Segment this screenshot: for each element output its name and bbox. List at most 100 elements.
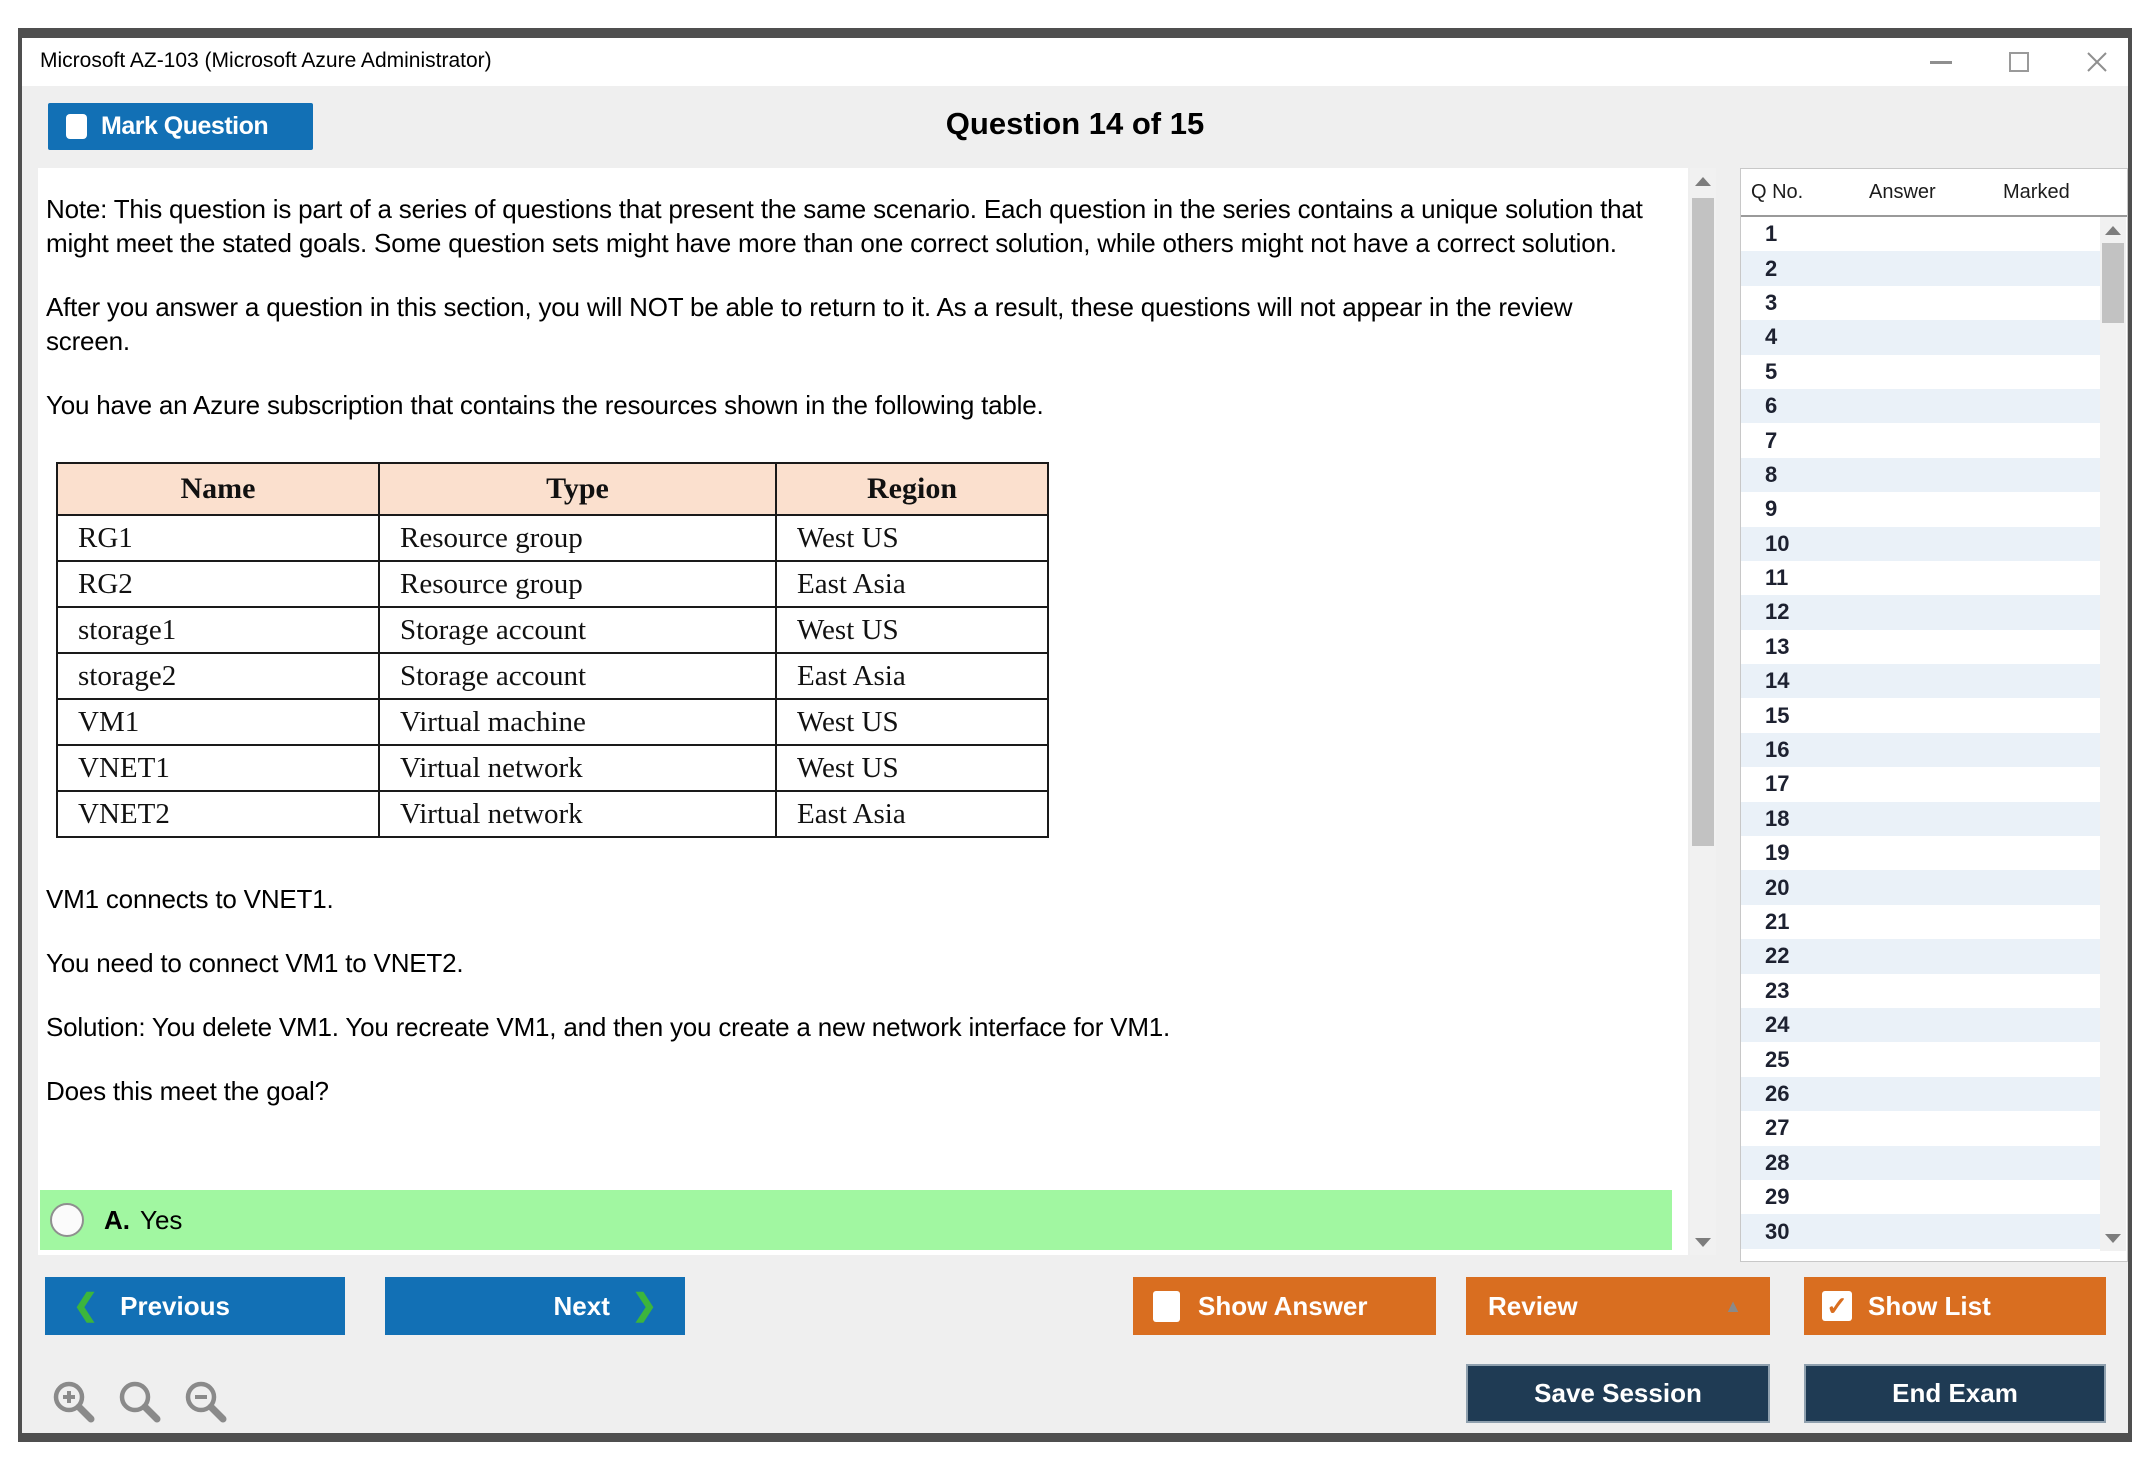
question-list-row[interactable]: 9 [1741,492,2101,527]
question-panel-scrollbar[interactable] [1690,168,1716,1255]
zoom-in-icon[interactable] [50,1378,98,1426]
triangle-up-shape [1695,176,1711,186]
question-list-row[interactable]: 19 [1741,836,2101,871]
review-button[interactable]: Review ▲ [1466,1277,1770,1335]
question-list-row[interactable]: 27 [1741,1111,2101,1146]
question-list-row[interactable]: 2 [1741,251,2101,286]
question-list-row[interactable]: 11 [1741,560,2101,596]
question-number: 2 [1765,255,1778,281]
question-number: 30 [1765,1218,1790,1244]
question-list-row[interactable]: 16 [1741,732,2101,768]
resource-table-header-row: Name Type Region [56,462,1049,516]
resource-table-cell: West US [775,514,1049,562]
show-list-button[interactable]: ✓ Show List [1804,1277,2106,1335]
mark-question-button[interactable]: Mark Question [48,103,313,150]
question-number: 7 [1765,427,1778,453]
question-list-row[interactable]: 15 [1741,698,2101,733]
question-list-row[interactable]: 21 [1741,904,2101,940]
question-number: 4 [1765,324,1778,350]
question-number: 10 [1765,530,1790,556]
question-list-row[interactable]: 7 [1741,423,2101,458]
question-number: 13 [1765,633,1790,659]
question-number: 22 [1765,943,1790,969]
question-number: 5 [1765,358,1778,384]
resource-table-cell: VM1 [56,698,380,746]
question-panel: Note: This question is part of a series … [38,168,1688,1255]
question-list-row[interactable]: 25 [1741,1042,2101,1077]
zoom-reset-icon[interactable] [116,1378,164,1426]
question-list-row[interactable]: 30 [1741,1214,2101,1249]
zoom-out-icon[interactable] [182,1378,230,1426]
question-list-row[interactable]: 20 [1741,870,2101,905]
question-number: 1 [1765,221,1778,247]
resource-table-cell: East Asia [775,652,1049,700]
question-number: 18 [1765,805,1790,831]
window-title: Microsoft AZ-103 (Microsoft Azure Admini… [40,49,492,72]
question-list-row[interactable]: 23 [1741,973,2101,1008]
question-number: 20 [1765,874,1790,900]
question-list-row[interactable]: 6 [1741,388,2101,424]
question-list-row[interactable]: 18 [1741,801,2101,837]
chevron-right-icon: ❯ [631,1289,657,1322]
save-session-button[interactable]: Save Session [1466,1364,1770,1423]
question-paragraph: Solution: You delete VM1. You recreate V… [46,1012,1171,1042]
resource-table-cell: Resource group [378,514,777,562]
list-scroll-up-arrow-icon[interactable] [2100,219,2126,241]
question-list-row[interactable]: 14 [1741,664,2101,699]
column-header-answer: Answer [1869,181,1936,203]
question-list-row[interactable]: 28 [1741,1145,2101,1180]
question-number: 12 [1765,599,1790,625]
radio-button-icon[interactable] [50,1203,84,1237]
question-paragraph: VM1 connects to VNET1. [46,884,334,914]
resource-table-header-cell: Type [378,462,777,516]
minimize-icon [1930,60,1952,64]
question-list-row[interactable]: 24 [1741,1007,2101,1043]
question-list-row[interactable]: 17 [1741,767,2101,802]
question-list-row[interactable]: 1 [1741,217,2101,252]
scroll-down-arrow-icon[interactable] [1690,1231,1716,1253]
question-list-row[interactable]: 26 [1741,1076,2101,1112]
resource-table-row: VNET2 Virtual network East Asia [56,790,1049,838]
question-list-row[interactable]: 10 [1741,526,2101,561]
question-list-row[interactable]: 22 [1741,939,2101,974]
question-list-row[interactable]: 8 [1741,457,2101,493]
list-scroll-down-arrow-icon[interactable] [2100,1227,2126,1249]
show-answer-button[interactable]: Show Answer [1133,1277,1436,1335]
question-paragraphs: Note: This question is part of a series … [46,192,1658,422]
question-list-header: Q No. Answer Marked [1741,169,2127,217]
end-exam-button[interactable]: End Exam [1804,1364,2106,1423]
previous-button[interactable]: ❮ Previous [45,1277,345,1335]
next-button[interactable]: Next ❯ [385,1277,685,1335]
mark-question-checkbox-icon [66,114,87,139]
question-number: 11 [1765,565,1789,591]
question-number: 8 [1765,461,1778,487]
resource-table-row: RG1 Resource group West US [56,514,1049,562]
question-number: 28 [1765,1149,1790,1175]
minimize-button[interactable] [1928,49,1954,75]
triangle-down-shape [2105,1233,2121,1243]
question-list-scrollbar[interactable] [2100,217,2126,1251]
resource-table-row: storage2 Storage account East Asia [56,652,1049,700]
question-scrollbar-thumb[interactable] [1692,198,1714,846]
next-label: Next [553,1290,610,1321]
list-scrollbar-thumb[interactable] [2102,243,2124,323]
question-number: 19 [1765,840,1790,866]
question-list-row[interactable]: 13 [1741,629,2101,665]
question-list-row[interactable]: 5 [1741,354,2101,389]
show-list-checked-checkbox-icon: ✓ [1822,1291,1852,1321]
question-list-row[interactable]: 3 [1741,285,2101,321]
resource-table-body: RG1 Resource group West US RG2 Resource grou… [56,514,1049,838]
previous-label: Previous [120,1290,230,1321]
scroll-up-arrow-icon[interactable] [1690,170,1716,192]
option-text: Yes [140,1204,183,1235]
close-button[interactable] [2084,49,2110,75]
question-list-row[interactable]: 29 [1741,1179,2101,1215]
answer-option[interactable]: A. Yes [40,1190,1672,1250]
maximize-button[interactable] [2006,49,2032,75]
question-paragraph: Does this meet the goal? [46,1076,329,1106]
question-number: 29 [1765,1184,1790,1210]
question-list-row[interactable]: 12 [1741,595,2101,630]
show-answer-checkbox-icon [1153,1290,1180,1322]
resource-table-cell: West US [775,606,1049,654]
question-list-row[interactable]: 4 [1741,320,2101,355]
